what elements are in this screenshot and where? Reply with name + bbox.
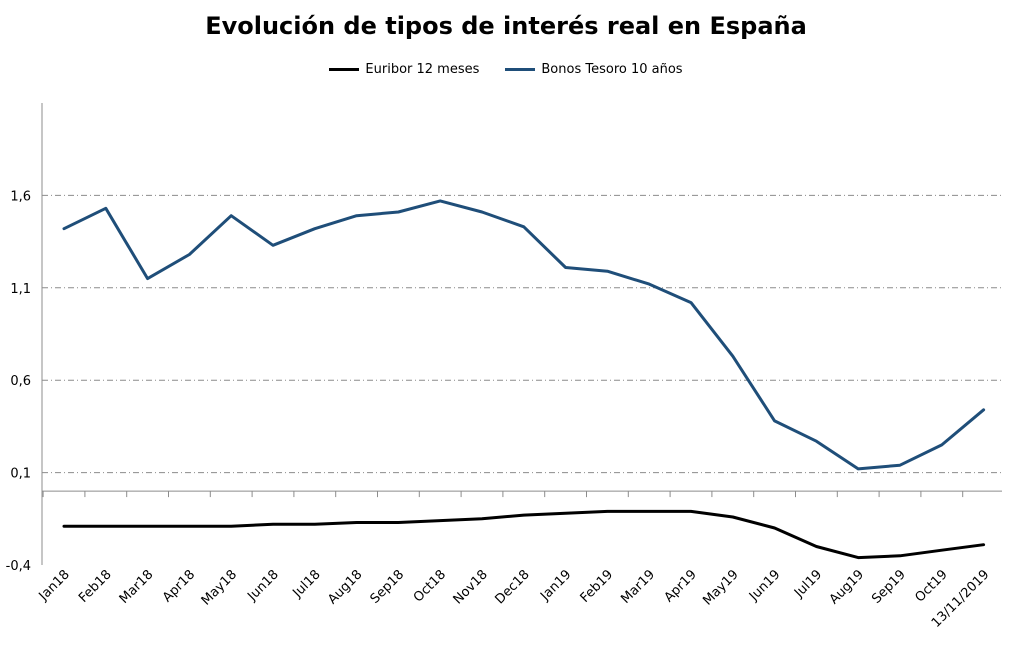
x-tick-label: Aug19 [827,567,867,607]
series-line-1 [62,199,986,471]
x-tick-label: Feb19 [578,567,617,606]
x-tick-label: Jul18 [290,567,324,601]
x-tick-label: Jun19 [746,567,783,604]
x-tick-label: Apr18 [160,567,198,605]
series-line-0 [62,509,986,560]
y-tick-label: 1,6 [10,189,31,204]
x-tick-label: Jan19 [537,567,574,604]
y-tick-label: 0,6 [10,374,31,389]
legend-label-bonos: Bonos Tesoro 10 años [541,62,683,77]
legend: Euribor 12 meses Bonos Tesoro 10 años [0,62,1012,77]
x-tick-label: Jan18 [36,567,73,604]
legend-swatch-euribor [329,68,360,71]
legend-item-bonos: Bonos Tesoro 10 años [505,62,683,77]
chart-title: Evolución de tipos de interés real en Es… [205,12,807,40]
x-tick-label: Mar18 [117,567,157,607]
y-tick-label: 1,1 [10,282,31,297]
x-tick-label: Nov18 [451,567,491,607]
legend-label-euribor: Euribor 12 meses [365,62,480,77]
x-tick-label: Dec18 [493,567,533,607]
x-tick-label: Oct19 [912,567,950,605]
y-tick-label: -0,4 [6,559,31,574]
y-tick-label: 0,1 [10,467,31,482]
x-tick-label: May18 [199,567,240,608]
legend-swatch-bonos [505,68,536,71]
x-tick-label: Mar19 [618,567,658,607]
x-tick-label: Oct18 [411,567,449,605]
x-tick-label: Sep19 [869,567,909,607]
legend-item-euribor: Euribor 12 meses [329,62,479,77]
x-tick-label: Sep18 [368,567,408,607]
x-tick-label: Aug18 [325,567,365,607]
x-tick-label: Apr19 [662,567,700,605]
x-tick-label: Feb18 [76,567,115,606]
x-tick-label: May19 [700,567,741,608]
x-tick-label: Jul19 [791,567,825,601]
x-tick-label: Jun18 [244,567,281,604]
